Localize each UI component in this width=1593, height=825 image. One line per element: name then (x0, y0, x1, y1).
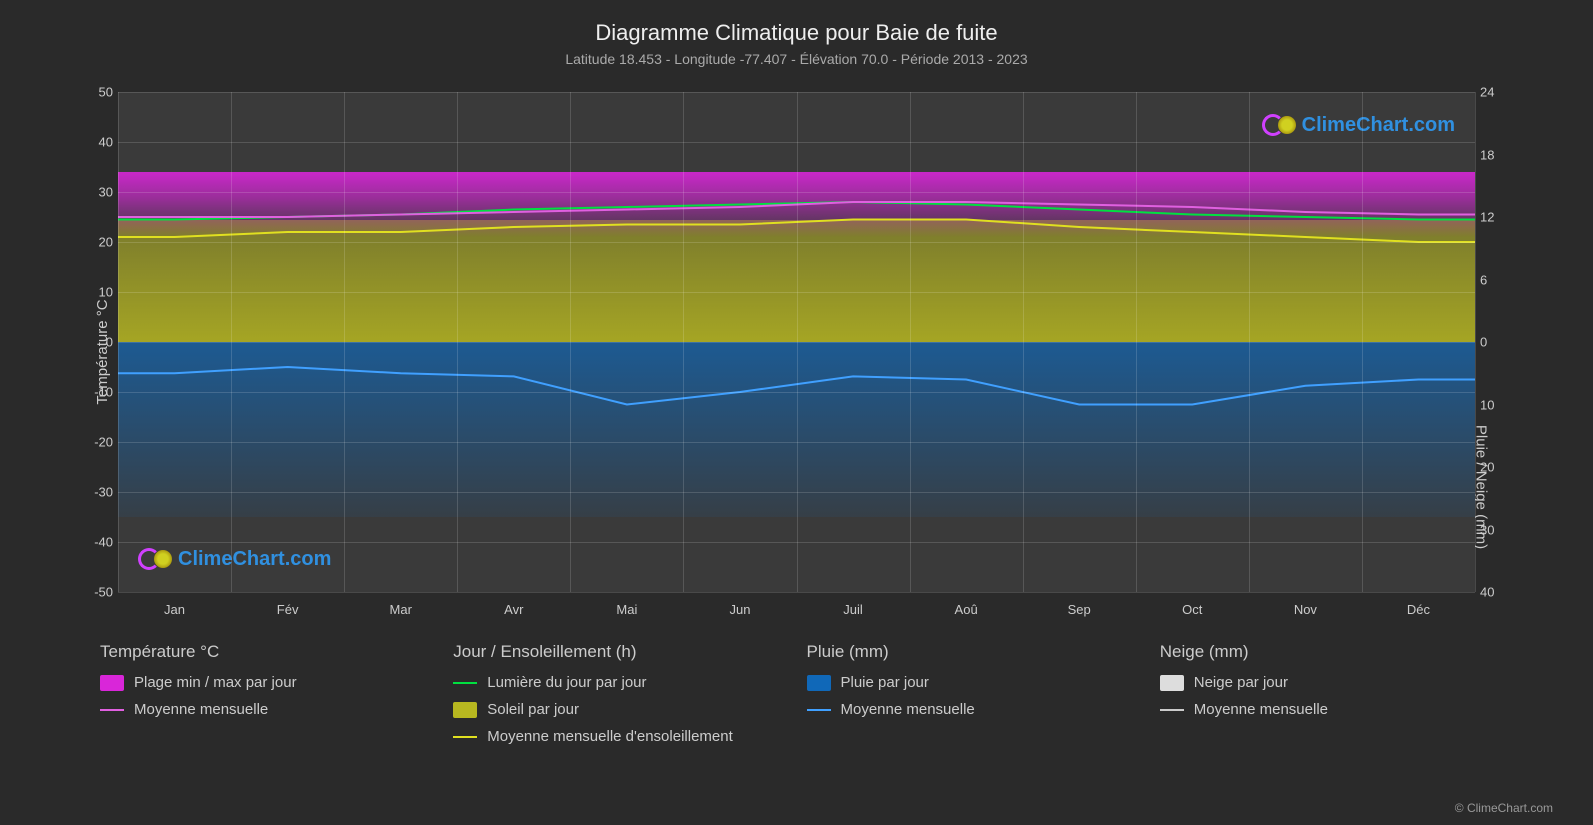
y-tick-left: 40 (88, 135, 113, 150)
x-tick: Déc (1407, 602, 1430, 617)
legend-label: Lumière du jour par jour (487, 674, 646, 691)
x-tick: Nov (1294, 602, 1317, 617)
watermark-text: ClimeChart.com (1302, 114, 1455, 137)
legend-item: Plage min / max par jour (100, 674, 433, 691)
plot-area: ClimeChart.com ClimeChart.com (118, 92, 1475, 592)
y-tick-right: 12 (1480, 210, 1505, 225)
legend-item: Pluie par jour (807, 674, 1140, 691)
legend-header: Neige (mm) (1160, 642, 1493, 662)
copyright: © ClimeChart.com (1455, 801, 1553, 815)
y-tick-left: -10 (88, 385, 113, 400)
watermark-text: ClimeChart.com (178, 548, 331, 571)
legend-snow: Neige (mm) Neige par jour Moyenne mensue… (1160, 642, 1493, 755)
legend-label: Moyenne mensuelle d'ensoleillement (487, 728, 733, 745)
legend-item: Soleil par jour (453, 701, 786, 718)
line-icon (807, 709, 831, 711)
legend-header: Pluie (mm) (807, 642, 1140, 662)
legend-item: Moyenne mensuelle d'ensoleillement (453, 728, 786, 745)
y-tick-right: 10 (1480, 397, 1505, 412)
legend-label: Pluie par jour (841, 674, 929, 691)
x-tick: Fév (277, 602, 299, 617)
x-tick: Avr (504, 602, 523, 617)
legend-header: Jour / Ensoleillement (h) (453, 642, 786, 662)
watermark-top: ClimeChart.com (1262, 112, 1455, 138)
y-tick-right: 30 (1480, 522, 1505, 537)
x-tick: Jun (729, 602, 750, 617)
logo-icon (1262, 112, 1296, 138)
line-icon (1160, 709, 1184, 711)
y-tick-left: -50 (88, 585, 113, 600)
legend-item: Lumière du jour par jour (453, 674, 786, 691)
legend-label: Soleil par jour (487, 701, 579, 718)
chart-area: Température °C Jour / Ensoleillement (h)… (40, 82, 1553, 622)
y-tick-right: 18 (1480, 147, 1505, 162)
logo-icon (138, 546, 172, 572)
legend-label: Moyenne mensuelle (134, 701, 268, 718)
legend-label: Moyenne mensuelle (841, 701, 975, 718)
y-tick-right: 0 (1480, 335, 1505, 350)
line-icon (453, 736, 477, 738)
x-tick: Mar (390, 602, 412, 617)
x-tick: Jan (164, 602, 185, 617)
swatch-icon (100, 675, 124, 691)
y-tick-right: 40 (1480, 585, 1505, 600)
legend-area: Température °C Plage min / max par jour … (40, 632, 1553, 755)
chart-container: Diagramme Climatique pour Baie de fuite … (0, 0, 1593, 825)
legend-item: Moyenne mensuelle (1160, 701, 1493, 718)
legend-label: Plage min / max par jour (134, 674, 297, 691)
swatch-icon (807, 675, 831, 691)
swatch-icon (453, 702, 477, 718)
legend-rain: Pluie (mm) Pluie par jour Moyenne mensue… (807, 642, 1140, 755)
y-tick-left: 0 (88, 335, 113, 350)
legend-item: Neige par jour (1160, 674, 1493, 691)
legend-label: Neige par jour (1194, 674, 1288, 691)
y-tick-left: -20 (88, 435, 113, 450)
x-tick: Oct (1182, 602, 1202, 617)
legend-temp: Température °C Plage min / max par jour … (100, 642, 433, 755)
y-tick-left: 10 (88, 285, 113, 300)
x-tick: Sep (1068, 602, 1091, 617)
chart-title: Diagramme Climatique pour Baie de fuite (40, 20, 1553, 46)
y-tick-left: 30 (88, 185, 113, 200)
x-tick: Juil (843, 602, 863, 617)
watermark-bottom: ClimeChart.com (138, 546, 331, 572)
y-tick-right: 6 (1480, 272, 1505, 287)
y-tick-right: 20 (1480, 460, 1505, 475)
y-tick-left: -30 (88, 485, 113, 500)
y-tick-left: -40 (88, 535, 113, 550)
y-tick-left: 20 (88, 235, 113, 250)
chart-subtitle: Latitude 18.453 - Longitude -77.407 - Él… (40, 51, 1553, 67)
legend-daylight: Jour / Ensoleillement (h) Lumière du jou… (453, 642, 786, 755)
swatch-icon (1160, 675, 1184, 691)
line-icon (100, 709, 124, 711)
line-icon (453, 682, 477, 684)
y-tick-right: 24 (1480, 85, 1505, 100)
legend-header: Température °C (100, 642, 433, 662)
x-tick: Mai (616, 602, 637, 617)
x-tick: Aoû (955, 602, 978, 617)
legend-item: Moyenne mensuelle (100, 701, 433, 718)
y-tick-left: 50 (88, 85, 113, 100)
legend-label: Moyenne mensuelle (1194, 701, 1328, 718)
legend-item: Moyenne mensuelle (807, 701, 1140, 718)
